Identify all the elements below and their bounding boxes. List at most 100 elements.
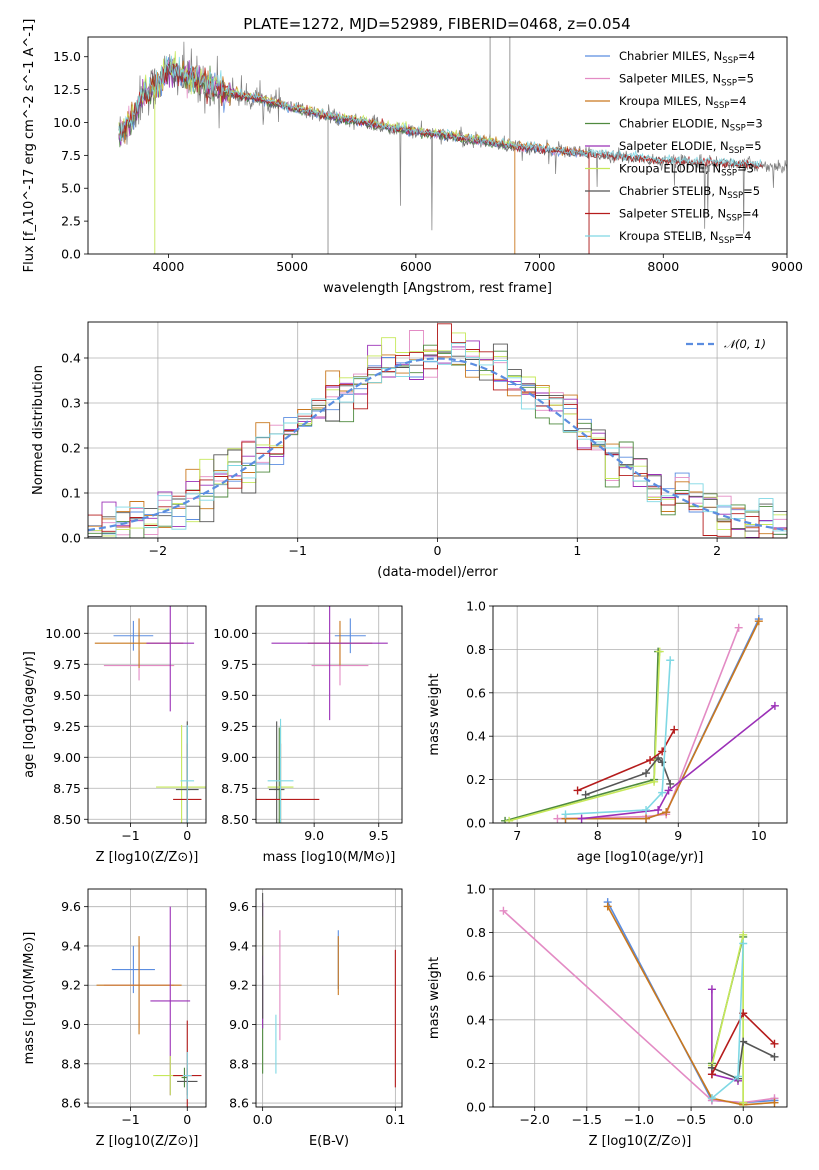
weight-marker bbox=[770, 1039, 779, 1048]
x-axis-label: wavelength [Angstrom, rest frame] bbox=[323, 281, 552, 296]
legend-label: Chabrier ELODIE, NSSP=3 bbox=[619, 117, 763, 134]
x-tick-label: 0 bbox=[183, 1112, 191, 1127]
legend-label-sub: SSP bbox=[721, 169, 737, 179]
chart-weight-vs-Z: −2.0 −1.5 −1.0 −0.5 0.0 0.0 0.2 0.4 0.6 0.8 1.0 Z [… bbox=[427, 882, 788, 1149]
y-tick-label: 5.0 bbox=[61, 181, 81, 196]
y-tick-label: 8.6 bbox=[229, 1096, 249, 1111]
chart-spectrum: 4000 5000 6000 7000 8000 9000 0.0 2.5 5.0 7.5 10.0… bbox=[22, 19, 803, 296]
legend-label-main: Salpeter STELIB, N bbox=[619, 207, 726, 221]
chart-residuals: −2 −1 0 1 2 0.0 0.1 0.2 0.3 0.4 (data-model)/error… bbox=[31, 321, 788, 580]
weight-line-kroupa-miles bbox=[606, 906, 775, 1106]
y-axis-label: mass weight bbox=[427, 673, 442, 755]
weight-marker bbox=[650, 777, 659, 786]
weight-marker bbox=[642, 805, 651, 814]
weight-line-kroupa-stelib bbox=[565, 660, 671, 816]
plot-area bbox=[256, 606, 402, 823]
y-tick-label: 9.00 bbox=[221, 750, 249, 765]
legend-label-tail: =4 bbox=[742, 207, 759, 221]
weight-marker bbox=[577, 814, 586, 823]
y-axis-label: mass weight bbox=[427, 957, 442, 1039]
weight-marker bbox=[573, 786, 582, 795]
weight-marker bbox=[754, 617, 763, 626]
y-tick-label: 0.4 bbox=[61, 351, 81, 366]
y-tick-label: 8.6 bbox=[61, 1096, 81, 1111]
normal-curve bbox=[88, 357, 787, 532]
x-axis-label: Z [log10(Z/Z⊙)] bbox=[589, 1134, 692, 1149]
y-tick-label: 10.0 bbox=[53, 115, 81, 130]
y-tick-label: 9.0 bbox=[61, 1017, 81, 1032]
weight-marker bbox=[664, 786, 673, 795]
y-tick-label: 9.6 bbox=[229, 899, 249, 914]
legend-label-main: Chabrier STELIB, N bbox=[619, 184, 727, 198]
y-tick-label: 0.0 bbox=[466, 1100, 486, 1115]
y-tick-label: 7.5 bbox=[61, 148, 81, 163]
weight-marker bbox=[707, 1094, 716, 1103]
axes-frame bbox=[87, 321, 788, 539]
legend-label-tail: =4 bbox=[734, 229, 751, 243]
histogram-kroupa-stelib bbox=[88, 342, 787, 538]
y-tick-label: 8.8 bbox=[61, 1056, 81, 1071]
y-tick-label: 15.0 bbox=[53, 49, 81, 64]
legend-label-tail: =4 bbox=[738, 49, 755, 63]
weight-marker bbox=[739, 1098, 748, 1107]
y-tick-label: 0.3 bbox=[61, 396, 81, 411]
legend-label: Chabrier STELIB, NSSP=5 bbox=[619, 184, 760, 201]
weight-marker bbox=[770, 1052, 779, 1061]
chart-panels: 4000 5000 6000 7000 8000 90000.02.55.07.510.0… bbox=[22, 19, 803, 1149]
y-tick-label: 8.50 bbox=[53, 812, 81, 827]
y-tick-label: 10.00 bbox=[213, 626, 249, 641]
weight-line-salpeter-stelib bbox=[577, 729, 675, 792]
y-tick-label: 0.6 bbox=[466, 969, 486, 984]
legend-label: Kroupa STELIB, NSSP=4 bbox=[619, 229, 751, 246]
y-tick-label: 9.4 bbox=[61, 938, 81, 953]
weight-marker bbox=[662, 808, 671, 817]
legend-label: Salpeter ELODIE, NSSP=5 bbox=[619, 139, 762, 156]
legend-label-tail: =5 bbox=[745, 139, 762, 153]
y-axis-label: Flux [f_λ10^-17 erg cm^-2 s^-1 A^-1] bbox=[22, 19, 37, 273]
weight-marker bbox=[642, 814, 651, 823]
x-tick-label: 8 bbox=[594, 828, 602, 843]
model-line-kroupa-stelib bbox=[118, 55, 763, 169]
y-axis-label: mass [log10(M/M⊙)] bbox=[22, 932, 37, 1065]
y-tick-label: 8.75 bbox=[53, 781, 81, 796]
weight-marker bbox=[581, 790, 590, 799]
x-tick-label: −1 bbox=[288, 543, 306, 558]
histogram-salpeter-stelib bbox=[88, 323, 787, 538]
chart-mass-vs-Z: −1 0 8.6 8.8 9.0 9.2 9.4 9.6 Z [log10(Z/Z⊙)] mass… bbox=[22, 888, 207, 1149]
x-tick-label: 9.5 bbox=[369, 828, 389, 843]
x-axis-label: E(B-V) bbox=[309, 1134, 349, 1149]
weight-marker bbox=[739, 939, 748, 948]
x-axis-label: Z [log10(Z/Z⊙)] bbox=[96, 1134, 199, 1149]
y-tick-label: 0.2 bbox=[61, 441, 81, 456]
y-tick-label: 0.1 bbox=[61, 486, 81, 501]
x-tick-label: −0.5 bbox=[676, 1112, 706, 1127]
weight-line-kroupa-miles bbox=[565, 620, 760, 820]
legend-label-tail: =5 bbox=[743, 184, 760, 198]
y-tick-label: 9.6 bbox=[61, 899, 81, 914]
x-axis-label: mass [log10(M/M⊙)] bbox=[263, 850, 396, 865]
x-tick-label: 9 bbox=[674, 828, 682, 843]
y-tick-label: 0.8 bbox=[466, 925, 486, 940]
weight-marker bbox=[707, 985, 716, 994]
x-axis-label: Z [log10(Z/Z⊙)] bbox=[96, 850, 199, 865]
weight-marker bbox=[707, 1070, 716, 1079]
legend-label: 𝒩(0, 1) bbox=[724, 337, 766, 351]
plot-area bbox=[493, 889, 787, 1107]
weight-line-salpeter-elodie bbox=[581, 705, 776, 820]
legend-label-main: Kroupa ELODIE, N bbox=[619, 162, 721, 176]
observed-spectrum bbox=[118, 41, 787, 234]
x-tick-label: 7000 bbox=[524, 259, 556, 274]
plot-area bbox=[88, 322, 787, 538]
axes-frame bbox=[87, 605, 207, 824]
weight-marker bbox=[666, 779, 675, 788]
y-tick-label: 9.25 bbox=[221, 719, 249, 734]
axes-frame bbox=[255, 888, 403, 1108]
y-tick-label: 0.4 bbox=[466, 729, 486, 744]
x-tick-label: −1.5 bbox=[572, 1112, 602, 1127]
weight-line-salpeter-miles bbox=[557, 627, 740, 820]
legend-label-main: Kroupa STELIB, N bbox=[619, 229, 719, 243]
legend-label-tail: =4 bbox=[729, 94, 746, 108]
weight-marker bbox=[642, 769, 651, 778]
legend-label-sub: SSP bbox=[727, 191, 743, 201]
y-tick-label: 2.5 bbox=[61, 214, 81, 229]
